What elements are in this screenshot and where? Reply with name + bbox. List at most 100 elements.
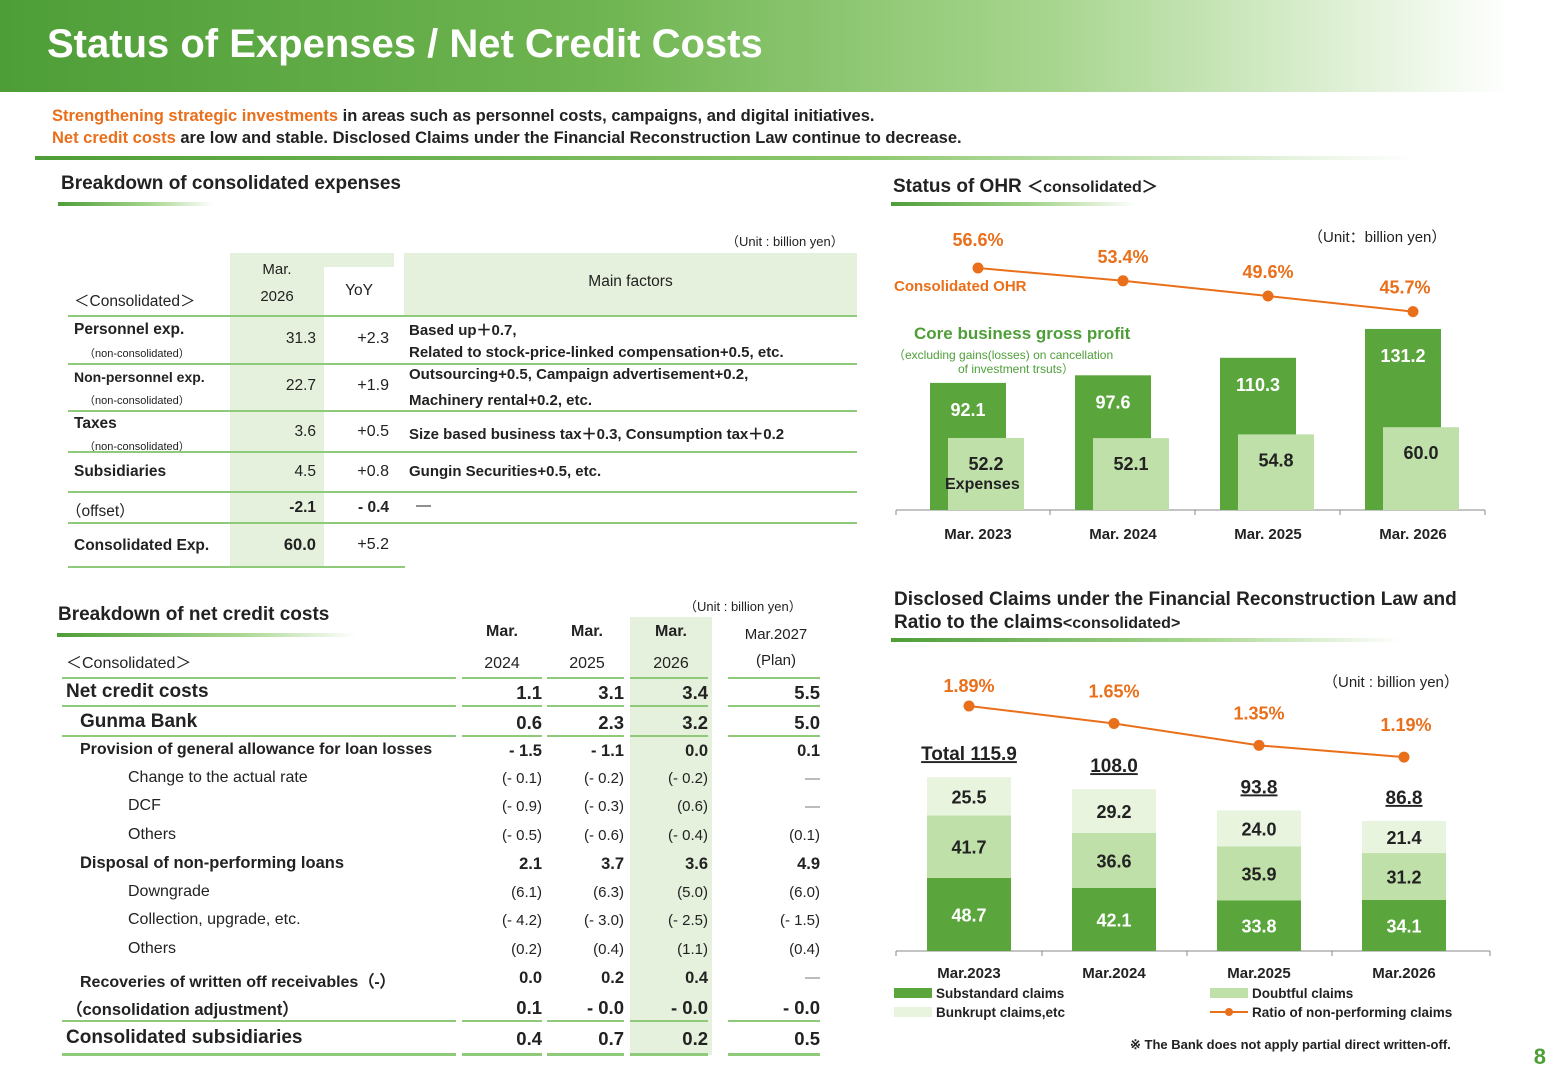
legend-label: Doubtful claims xyxy=(1252,986,1353,1001)
expenses-value: 52.2 xyxy=(968,454,1003,474)
row-divider xyxy=(728,705,820,707)
header-divider xyxy=(547,677,624,679)
expenses-row-name: Consolidated Exp. xyxy=(74,537,210,554)
ratio-point xyxy=(1108,718,1120,730)
lead-highlight-1: Strengthening strategic investments xyxy=(52,107,339,125)
expenses-row-value: 31.3 xyxy=(285,330,316,347)
expenses-header-label: ＜Consolidated＞ xyxy=(74,293,196,310)
claims-unit: （Unit : billion yen） xyxy=(1323,674,1459,691)
expenses-row-value: 3.6 xyxy=(294,423,316,440)
legend-ratio-dot xyxy=(1225,1008,1233,1016)
expenses-row-factor: Related to stock-price-linked compensati… xyxy=(409,344,784,361)
credit-row-name: Net credit costs xyxy=(66,681,209,702)
row-divider xyxy=(462,1020,542,1022)
credit-cell: (- 0.6) xyxy=(583,827,624,844)
ohr-category-label: Mar. 2023 xyxy=(944,526,1012,543)
claims-section-title-1: Disclosed Claims under the Financial Rec… xyxy=(894,589,1457,610)
legend-label: Substandard claims xyxy=(936,986,1064,1001)
row-divider xyxy=(547,735,624,737)
credit-cell: 0.5 xyxy=(794,1028,820,1049)
ratio-point xyxy=(1253,739,1265,751)
expenses-row-factor: Machinery rental+0.2, etc. xyxy=(409,392,593,409)
row-divider xyxy=(62,705,456,707)
ohr-point xyxy=(1262,290,1274,302)
credit-cell: 0.4 xyxy=(685,969,708,987)
doubtful-claims-value: 41.7 xyxy=(951,838,986,858)
credit-cell: (- 0.2) xyxy=(583,770,624,787)
row-divider xyxy=(404,363,857,365)
expenses-row-value: 60.0 xyxy=(283,536,316,554)
doubtful-claims-bar xyxy=(1217,846,1301,901)
core-profit-sub1: （excluding gains(losses) on cancellation xyxy=(893,348,1114,362)
lead-text: Strengthening strategic investments in a… xyxy=(52,105,962,149)
expenses-row-yoy: +0.5 xyxy=(357,423,389,440)
doubtful-claims-value: 31.2 xyxy=(1386,867,1421,887)
substandard-claims-value: 33.8 xyxy=(1241,917,1276,937)
expenses-series-label: Expenses xyxy=(945,476,1020,493)
credit-header-label: ＜Consolidated＞ xyxy=(66,655,192,672)
doubtful-claims-bar xyxy=(927,815,1011,878)
title-banner: Status of Expenses / Net Credit Costs xyxy=(0,0,1510,92)
ratio-point xyxy=(963,700,975,712)
credit-cell: 3.4 xyxy=(682,682,708,703)
row-divider xyxy=(68,410,405,412)
credit-cell: ― xyxy=(805,770,820,787)
credit-cell: 0.1 xyxy=(516,997,542,1018)
lead-text-2: are low and stable. Disclosed Claims und… xyxy=(175,129,962,147)
bankrupt-claims-bar xyxy=(927,777,1011,816)
legend-label: Ratio of non-performing claims xyxy=(1252,1005,1452,1020)
claims-section-small: <consolidated> xyxy=(1062,615,1181,632)
credit-row-name: DCF xyxy=(128,797,161,814)
ohr-point xyxy=(972,262,984,274)
ratio-line xyxy=(968,705,1405,759)
row-divider xyxy=(404,491,857,493)
credit-cell: 0.0 xyxy=(685,742,708,760)
ohr-point xyxy=(1117,275,1129,287)
row-divider xyxy=(62,735,456,737)
claims-total-label: 108.0 xyxy=(1090,756,1138,777)
bankrupt-claims-value: 29.2 xyxy=(1096,802,1131,822)
expenses-section-bar xyxy=(58,202,213,206)
ohr-chart: 92.1 97.6 110.3 131.2 52.2 52.1 54.8 60.0 Mar. 2… xyxy=(895,230,1486,543)
credit-row-name: （consolidation adjustment） xyxy=(66,1001,299,1019)
expenses-value: 54.8 xyxy=(1258,450,1293,470)
row-divider xyxy=(630,705,708,707)
row-divider xyxy=(404,410,857,412)
bankrupt-claims-value: 24.0 xyxy=(1241,819,1276,839)
expenses-row-yoy: +1.9 xyxy=(357,377,389,394)
lead-divider xyxy=(35,156,1415,160)
bankrupt-claims-value: 25.5 xyxy=(951,787,986,807)
row-divider xyxy=(462,735,542,737)
claims-category-label: Mar.2024 xyxy=(1082,965,1146,982)
substandard-claims-bar xyxy=(1072,887,1156,951)
substandard-claims-bar xyxy=(1217,900,1301,951)
expenses-row-name: Non-personnel exp. xyxy=(74,369,205,385)
substandard-claims-bar xyxy=(1362,899,1446,951)
credit-cell: - 0.0 xyxy=(586,997,624,1018)
credit-cell: (- 0.9) xyxy=(501,798,542,815)
row-divider xyxy=(68,315,405,317)
credit-cell: 0.2 xyxy=(682,1028,708,1049)
credit-cell: (5.0) xyxy=(677,884,708,901)
credit-cell: (- 2.5) xyxy=(667,912,708,929)
ohr-section-text: Status of OHR xyxy=(893,176,1022,197)
credit-cell: (- 0.4) xyxy=(667,827,708,844)
credit-cell: (0.4) xyxy=(789,941,820,958)
row-divider xyxy=(630,735,708,737)
expenses-unit: （Unit : billion yen） xyxy=(726,234,844,249)
page-title: Status of Expenses / Net Credit Costs xyxy=(47,22,763,66)
credit-cell: 0.0 xyxy=(519,969,542,987)
credit-cell: (0.4) xyxy=(593,941,624,958)
credit-cell: (0.1) xyxy=(789,827,820,844)
credit-cell: (- 0.1) xyxy=(501,770,542,787)
credit-cell: (- 4.2) xyxy=(501,912,542,929)
claims-category-label: Mar.2025 xyxy=(1227,965,1290,982)
credit-cell: 4.9 xyxy=(797,855,820,873)
claims-total-label: 93.8 xyxy=(1241,777,1278,798)
credit-row-name: Change to the actual rate xyxy=(128,769,308,786)
credit-section-bar xyxy=(57,633,357,637)
header-divider xyxy=(630,677,708,679)
bankrupt-claims-bar xyxy=(1362,820,1446,854)
credit-cell: 0.1 xyxy=(797,742,820,760)
claims-section-bar xyxy=(891,638,1401,642)
